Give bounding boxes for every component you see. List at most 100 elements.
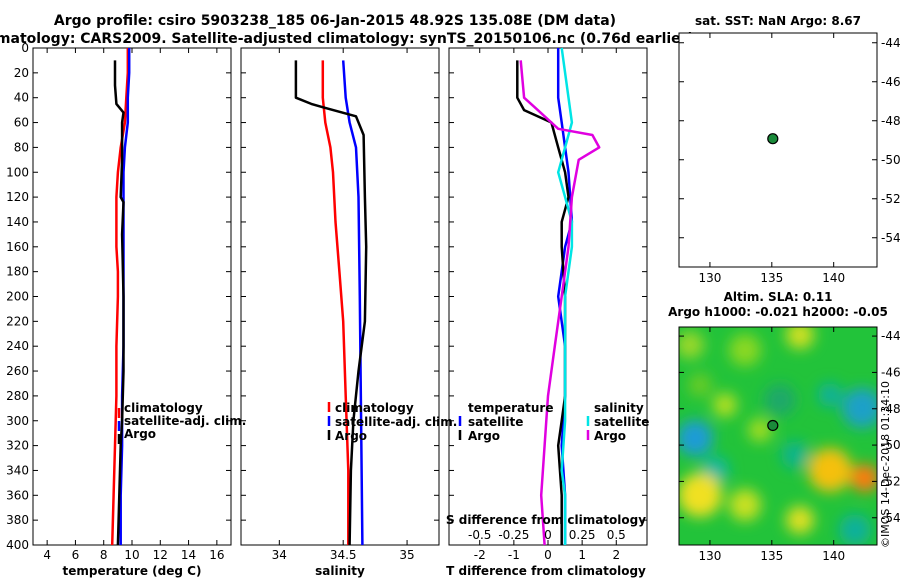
x2-tick-label: -0.5: [468, 528, 491, 542]
map-y-tick-label: -44: [881, 36, 900, 50]
figure-title-line1: Argo profile: csiro 5903238_185 06-Jan-2…: [54, 13, 616, 29]
y-tick-label: 320: [6, 439, 29, 453]
map-x-tick-label: 130: [698, 271, 721, 285]
map-y-tick-label: -46: [881, 365, 900, 379]
x2-tick-label: 0: [544, 528, 552, 542]
y-tick-label: 240: [6, 339, 29, 353]
map-y-tick-label: -48: [881, 114, 900, 128]
y-tick-label: 300: [6, 414, 29, 428]
y-tick-label: 40: [14, 91, 29, 105]
salinity-xlabel: salinity: [315, 564, 365, 578]
sst-map-frame: [678, 32, 878, 268]
x-tick-label: 34: [272, 548, 287, 562]
y-tick-label: 280: [6, 389, 29, 403]
y-tick-label: 180: [6, 265, 29, 279]
difference-xlabel-temperature: T difference from climatology: [446, 564, 646, 578]
x-tick-label: -1: [508, 548, 520, 562]
figure-title-line2: Climatology: CARS2009. Satellite-adjuste…: [0, 31, 694, 47]
x-tick-label: 2: [612, 548, 620, 562]
y-tick-label: 340: [6, 463, 29, 477]
y-tick-label: 260: [6, 364, 29, 378]
temperature-legend-satellite: satellite-adj. clim.: [124, 414, 246, 428]
temperature-legend-argo: Argo: [124, 427, 156, 441]
series-line-s-argo: [519, 60, 601, 546]
sla-map-frame: [678, 326, 878, 546]
map-x-tick-label: 135: [760, 549, 783, 563]
difference-legend-salinity-header: salinity: [594, 401, 644, 415]
temperature-xlabel: temperature (deg C): [63, 564, 202, 578]
x-tick-label: 34.5: [330, 548, 357, 562]
y-tick-label: 20: [14, 66, 29, 80]
temperature-legend: climatology satellite-adj. clim. Argo: [117, 401, 246, 444]
y-tick-label: 80: [14, 140, 29, 154]
sla-map-title-line1: Altim. SLA: 0.11: [724, 290, 833, 304]
y-tick-label: 200: [6, 290, 29, 304]
salinity-legend: climatology satellite-adj. clim. Argo: [327, 401, 457, 443]
argo-position-marker: [767, 133, 779, 145]
x-tick-label: 14: [181, 548, 196, 562]
y-tick-label: 140: [6, 215, 29, 229]
x-tick-label: 0: [544, 548, 552, 562]
difference-legend: temperature satellite Argo salinity sate…: [458, 401, 649, 443]
map-y-tick-label: -52: [881, 192, 900, 206]
y-tick-label: 100: [6, 165, 29, 179]
difference-legend-t-satellite: satellite: [468, 415, 523, 429]
difference-legend-temperature-header: temperature: [468, 401, 553, 415]
x-tick-label: 8: [100, 548, 108, 562]
series-line-climatology: [321, 60, 350, 545]
x-tick-label: 35: [399, 548, 414, 562]
map-y-tick-label: -46: [881, 75, 900, 89]
map-y-tick-label: -44: [881, 329, 900, 343]
sst-map-title: sat. SST: NaN Argo: 8.67: [695, 14, 861, 28]
salinity-legend-climatology: climatology: [335, 401, 414, 415]
temperature-panel: 0 20 40 60 80 100 120 140 160 180 200 220 240 260 280 3…: [6, 41, 246, 578]
y-tick-label: 220: [6, 314, 29, 328]
y-tick-label: 60: [14, 116, 29, 130]
y-tick-label: 160: [6, 240, 29, 254]
temperature-axes-frame: [32, 47, 232, 546]
sst-map-panel: sat. SST: NaN Argo: 8.67 130 135 140 -44 -46…: [678, 14, 900, 285]
y-tick-label: 360: [6, 488, 29, 502]
map-y-tick-label: -52: [881, 474, 900, 488]
series-line-satellite-adj-clim: [341, 60, 364, 546]
map-y-tick-label: -54: [881, 231, 900, 245]
sla-map-title-line2: Argo h1000: -0.021 h2000: -0.05: [668, 305, 888, 319]
map-x-tick-label: 130: [698, 549, 721, 563]
temperature-legend-climatology: climatology: [124, 401, 203, 415]
series-line-argo: [113, 60, 125, 546]
x2-tick-label: -0.25: [498, 528, 529, 542]
map-x-tick-label: 140: [822, 271, 845, 285]
difference-panel: -2 -1 0 1 2 T difference from climatology S …: [446, 47, 649, 578]
series-line-argo: [294, 60, 368, 546]
y-tick-label: 400: [6, 538, 29, 552]
series-line-climatology: [110, 48, 130, 546]
x2-tick-label: 0.5: [607, 528, 626, 542]
x-tick-label: 6: [72, 548, 80, 562]
x-tick-label: 16: [209, 548, 224, 562]
x-tick-label: -2: [474, 548, 486, 562]
imos-watermark: ©IMOS 14-Dec-2018 01:34:10: [879, 381, 892, 548]
difference-legend-s-argo: Argo: [594, 429, 626, 443]
argo-position-marker: [767, 419, 779, 432]
map-x-tick-label: 135: [760, 271, 783, 285]
x2-tick-label: 0.25: [569, 528, 596, 542]
x-tick-label: 10: [124, 548, 139, 562]
map-x-tick-label: 140: [822, 549, 845, 563]
sla-heatmap: [679, 327, 877, 545]
difference-legend-s-satellite: satellite: [594, 415, 649, 429]
series-line-s-satellite: [556, 47, 574, 545]
map-y-tick-label: -50: [881, 438, 900, 452]
salinity-legend-argo: Argo: [335, 429, 367, 443]
difference-legend-t-argo: Argo: [468, 429, 500, 443]
x-tick-label: 4: [43, 548, 51, 562]
salinity-legend-satellite: satellite-adj. clim.: [335, 415, 457, 429]
map-y-tick-label: -48: [881, 402, 900, 416]
salinity-axes-frame: [240, 47, 440, 546]
x-tick-label: 12: [153, 548, 168, 562]
y-tick-label: 120: [6, 190, 29, 204]
difference-xlabel-salinity: S difference from climatology: [446, 513, 646, 527]
map-y-tick-label: -50: [881, 153, 900, 167]
x-tick-label: 1: [578, 548, 586, 562]
y-tick-label: 380: [6, 513, 29, 527]
